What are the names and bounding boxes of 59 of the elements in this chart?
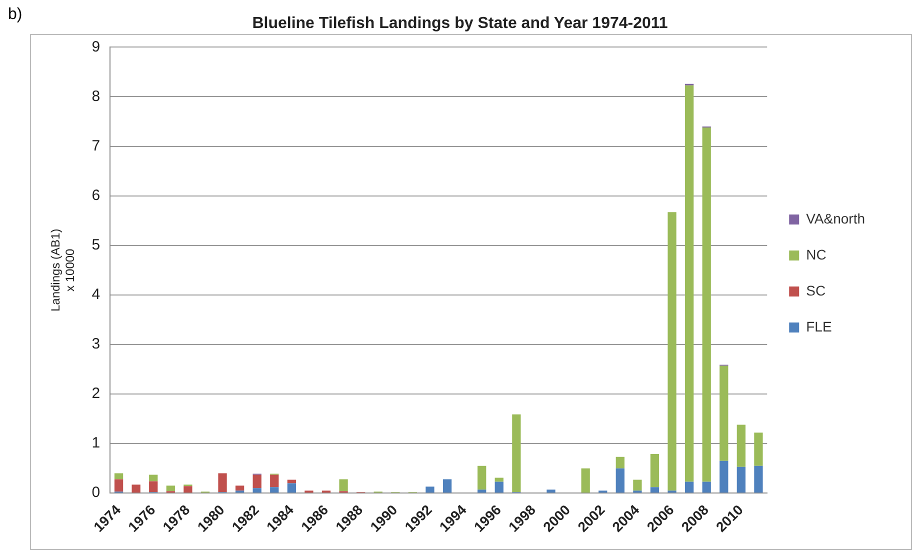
y-tick-label: 8 <box>92 88 100 105</box>
bar <box>252 474 262 488</box>
y-tick-label: 7 <box>92 137 100 154</box>
bar <box>339 479 348 492</box>
legend-label: VA&north <box>806 210 866 226</box>
bar <box>252 488 262 493</box>
bar <box>754 466 763 493</box>
y-tick-label: 9 <box>92 38 100 56</box>
bar <box>546 490 556 493</box>
bar <box>426 486 434 493</box>
bar <box>720 366 728 461</box>
bar <box>184 486 192 493</box>
bar <box>132 484 140 493</box>
bar <box>114 473 124 480</box>
legend-label: FLE <box>806 318 832 334</box>
bar <box>478 490 486 493</box>
bar <box>684 482 694 493</box>
bar <box>754 432 763 466</box>
y-tick-label: 1 <box>92 434 100 452</box>
bar <box>684 85 694 482</box>
y-tick-label: 4 <box>92 286 100 304</box>
bar <box>650 454 660 488</box>
bar <box>633 480 642 491</box>
bar <box>114 479 124 492</box>
bar <box>736 466 746 493</box>
y-axis-title: Landings (AB1) <box>48 228 63 312</box>
bar <box>494 478 504 482</box>
bar <box>287 483 296 493</box>
bar <box>478 466 486 490</box>
y-tick-label: 0 <box>92 484 100 502</box>
bar <box>166 486 175 492</box>
bar <box>149 474 158 482</box>
bar <box>736 424 746 467</box>
bar <box>270 487 279 493</box>
y-tick-label: 5 <box>92 236 100 254</box>
bar <box>581 468 590 493</box>
text: b) <box>8 6 22 24</box>
bar <box>218 473 227 492</box>
bar <box>512 414 521 492</box>
text: x 10000 <box>62 248 77 292</box>
bar <box>270 474 279 488</box>
bar <box>494 482 504 493</box>
bar <box>149 481 158 492</box>
bar <box>702 127 711 482</box>
y-tick-label: 6 <box>92 186 100 204</box>
bar <box>616 468 624 493</box>
y-tick-label: 2 <box>92 385 100 402</box>
y-tick-label: 3 <box>92 336 100 353</box>
bar <box>720 460 728 493</box>
bar <box>287 480 296 484</box>
legend-label: SC <box>806 282 826 298</box>
chart-title: Blueline Tilefish Landings by State and Year 1974-2011 <box>252 15 668 32</box>
bar <box>650 487 660 493</box>
legend-label: NC <box>806 246 826 262</box>
bar <box>616 456 624 468</box>
bar <box>668 212 676 491</box>
bar <box>442 479 452 493</box>
bar <box>702 482 711 493</box>
bar <box>235 486 244 491</box>
